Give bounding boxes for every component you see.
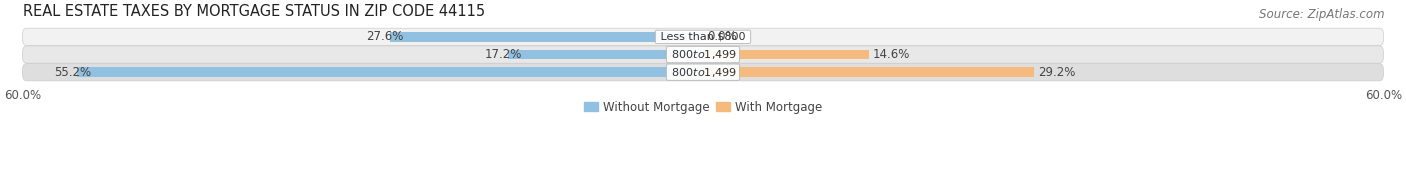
- Text: 27.6%: 27.6%: [367, 30, 404, 43]
- Bar: [77, 67, 703, 77]
- Bar: [508, 50, 703, 59]
- Legend: Without Mortgage, With Mortgage: Without Mortgage, With Mortgage: [581, 98, 825, 116]
- FancyBboxPatch shape: [22, 46, 1384, 63]
- Text: 0.0%: 0.0%: [707, 30, 737, 43]
- Text: Source: ZipAtlas.com: Source: ZipAtlas.com: [1260, 8, 1385, 21]
- Bar: [703, 50, 869, 59]
- Text: 55.2%: 55.2%: [53, 66, 91, 79]
- Text: $800 to $1,499: $800 to $1,499: [668, 66, 738, 79]
- Text: $800 to $1,499: $800 to $1,499: [668, 48, 738, 61]
- Bar: [389, 32, 703, 42]
- Text: 17.2%: 17.2%: [484, 48, 522, 61]
- Bar: [703, 67, 1033, 77]
- Text: 29.2%: 29.2%: [1038, 66, 1076, 79]
- Text: Less than $800: Less than $800: [657, 32, 749, 42]
- FancyBboxPatch shape: [22, 28, 1384, 45]
- Text: REAL ESTATE TAXES BY MORTGAGE STATUS IN ZIP CODE 44115: REAL ESTATE TAXES BY MORTGAGE STATUS IN …: [22, 4, 485, 19]
- Text: 14.6%: 14.6%: [873, 48, 910, 61]
- FancyBboxPatch shape: [22, 64, 1384, 81]
